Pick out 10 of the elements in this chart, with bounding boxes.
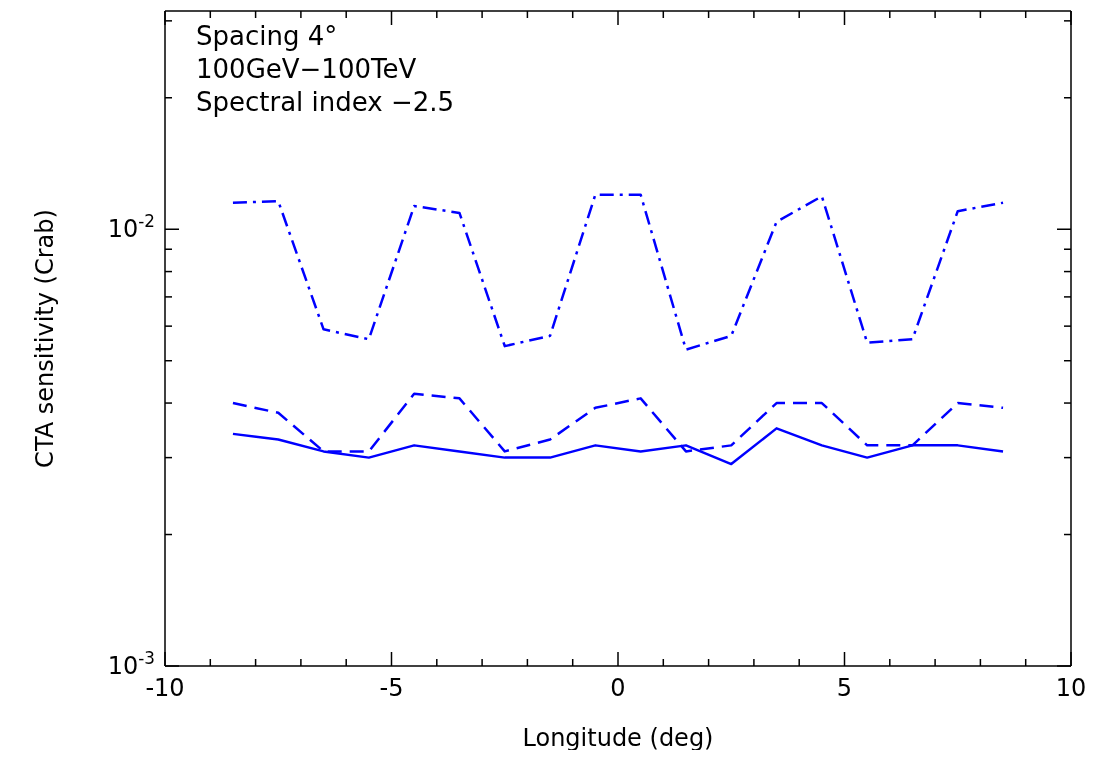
- x-tick-label: 5: [836, 674, 853, 702]
- annotation: Spectral index −2.5: [196, 86, 455, 119]
- y-tick-label: 10$^{-2}$: [107, 211, 155, 244]
- y-axis-title: CTA sensitivity (Crab): [30, 209, 59, 468]
- annotation: Spacing 4°: [196, 20, 339, 53]
- annotation: 100GeV−100TeV: [196, 53, 418, 86]
- x-tick-label: 0: [610, 674, 626, 702]
- x-tick-label: -5: [379, 674, 404, 702]
- line-series: [231, 193, 1005, 351]
- x-tick-label: 10: [1055, 674, 1087, 702]
